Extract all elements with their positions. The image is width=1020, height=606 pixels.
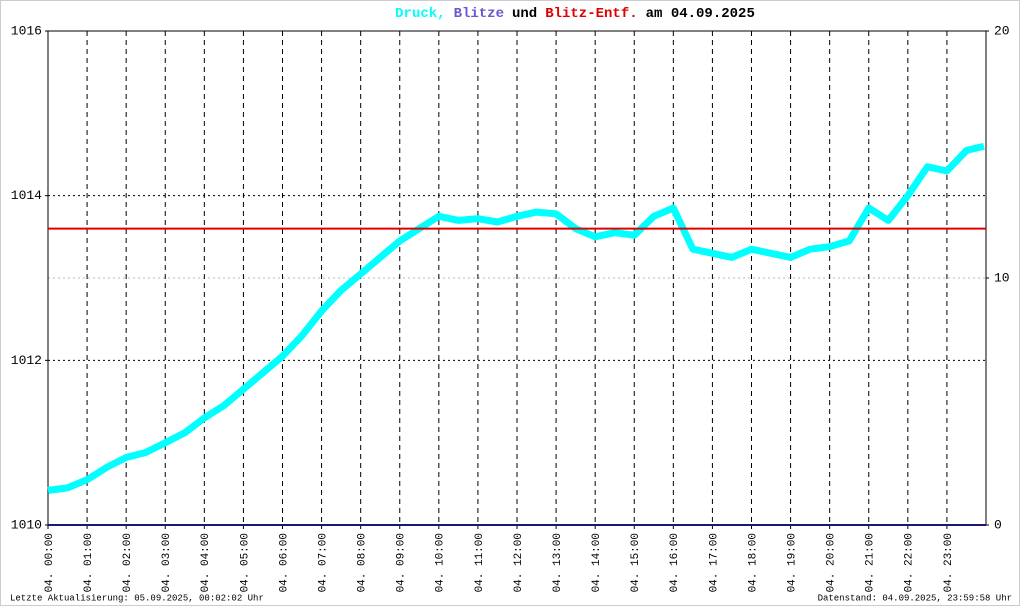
y-tick-label: 1014: [11, 188, 42, 203]
title-part: Blitz-Entf.: [545, 6, 637, 22]
title-part: Druck,: [395, 6, 445, 22]
title-part: und: [512, 6, 537, 22]
y-tick-label: 1016: [11, 23, 42, 38]
y2-tick-label: 0: [994, 517, 1002, 532]
x-tick-label: 04. 00:00: [44, 533, 56, 592]
x-tick-label: 04. 20:00: [826, 533, 838, 592]
x-tick-label: 04. 23:00: [943, 533, 955, 592]
x-tick-label: 04. 11:00: [474, 533, 486, 592]
x-tick-label: 04. 18:00: [747, 533, 759, 592]
x-tick-label: 04. 09:00: [396, 533, 408, 592]
x-tick-label: 04. 16:00: [669, 533, 681, 592]
x-tick-label: 04. 12:00: [513, 533, 525, 592]
series-line: [47, 142, 985, 494]
x-tick-label: 04. 04:00: [200, 533, 212, 592]
x-tick-label: 04. 14:00: [591, 533, 603, 592]
y-tick-label: 1012: [11, 353, 42, 368]
x-tick-label: 04. 08:00: [357, 533, 369, 592]
footer-left: Letzte Aktualisierung: 05.09.2025, 00:02…: [10, 593, 264, 603]
y2-tick-label: 20: [994, 23, 1010, 38]
x-tick-label: 04. 15:00: [630, 533, 642, 592]
x-tick-label: 04. 17:00: [708, 533, 720, 592]
y2-tick-label: 10: [994, 270, 1010, 285]
x-tick-label: 04. 22:00: [904, 533, 916, 592]
x-tick-label: 04. 01:00: [83, 533, 95, 592]
x-tick-label: 04. 03:00: [161, 533, 173, 592]
x-tick-label: 04. 21:00: [865, 533, 877, 592]
x-tick-label: 04. 05:00: [239, 533, 251, 592]
chart-title: Druck, Blitze und Blitz-Entf. am 04.09.2025: [395, 6, 755, 22]
x-tick-label: 04. 07:00: [317, 533, 329, 592]
title-part: Blitze: [454, 6, 504, 22]
x-tick-label: 04. 06:00: [278, 533, 290, 592]
x-tick-label: 04. 13:00: [552, 533, 564, 592]
footer-right: Datenstand: 04.09.2025, 23:59:58 Uhr: [818, 593, 1012, 603]
x-tick-label: 04. 10:00: [435, 533, 447, 592]
x-tick-label: 04. 02:00: [122, 533, 134, 592]
x-tick-label: 04. 19:00: [786, 533, 798, 592]
y-tick-label: 1010: [11, 517, 42, 532]
title-part: am 04.09.2025: [646, 6, 755, 22]
